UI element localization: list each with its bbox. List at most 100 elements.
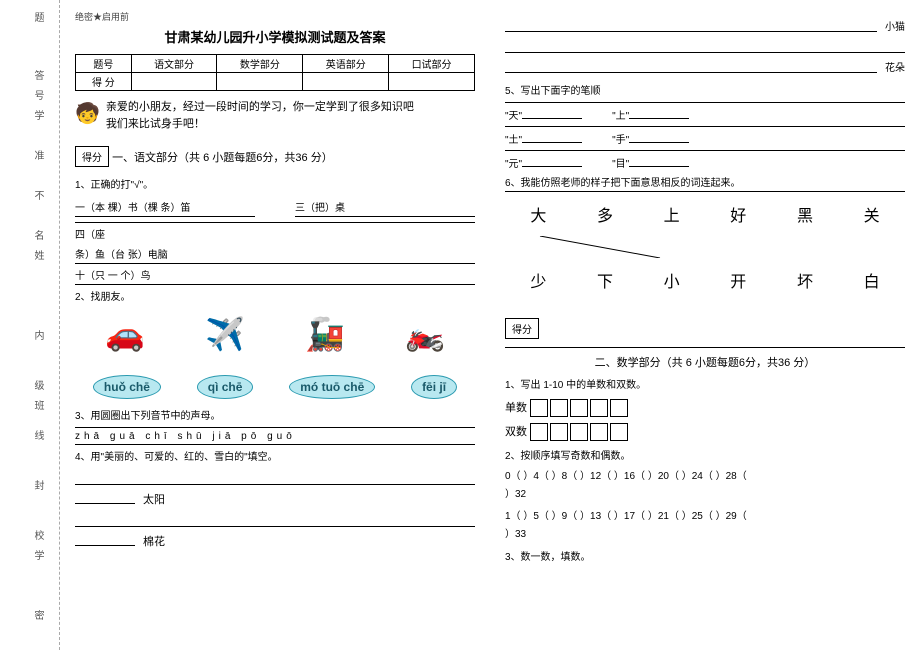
char: 少 xyxy=(530,268,546,292)
char: 黑 xyxy=(797,202,813,226)
row-label: 得 分 xyxy=(76,73,132,91)
score-box: 得分 xyxy=(505,318,539,339)
pinyin-bubble: mó tuō chē xyxy=(289,375,375,399)
stroke-blank xyxy=(522,157,582,167)
sequence-even: 0（ ）4（ ）8（ ）12（ ）16（ ）20（ ）24（ ）28（）32 xyxy=(505,468,905,504)
intro-line: 我们来比试身手吧！ xyxy=(106,116,414,133)
antonym-row-bottom: 少 下 小 开 坏 白 xyxy=(505,268,905,292)
stroke-blank xyxy=(629,157,689,167)
question-5: 5、写出下面字的笔顺 xyxy=(505,82,905,99)
score-box: 得分 xyxy=(75,146,109,167)
antonym-row-top: 大 多 上 好 黑 关 xyxy=(505,202,905,226)
motorcycle-icon: 🏍️ xyxy=(405,315,445,353)
question-s2-1: 1、写出 1-10 中的单数和双数。 xyxy=(505,376,905,393)
binding-gutter: 题 答 号 学 准 不 名 姓 内 级 班 线 封 校 学 密 xyxy=(0,0,60,650)
gutter-label: 学 xyxy=(30,110,45,120)
gutter-label: 线 xyxy=(30,430,45,440)
stroke-blank xyxy=(522,109,582,119)
col-header: 口试部分 xyxy=(389,55,475,73)
gutter-label: 准 xyxy=(30,150,45,160)
fill-label: 太阳 xyxy=(143,491,165,507)
stroke-char: "土" xyxy=(505,135,522,146)
question-1: 1、正确的打"√"。 xyxy=(75,176,475,193)
odd-label: 单数 xyxy=(505,402,527,414)
question-3: 3、用圆圈出下列音节中的声母。 xyxy=(75,407,475,424)
stroke-char: "元" xyxy=(505,159,522,170)
train-icon: 🚂 xyxy=(305,315,345,353)
q3-syllables: zhā guā chī shū jiā pō guō xyxy=(75,431,475,445)
gutter-label: 级 xyxy=(30,380,45,390)
gutter-label: 号 xyxy=(30,90,45,100)
score-cell xyxy=(389,73,475,91)
gutter-label: 不 xyxy=(30,190,45,200)
stroke-blank xyxy=(629,133,689,143)
gutter-label: 名 xyxy=(30,230,45,240)
pinyin-row: huǒ chē qì chē mó tuō chē fēi jī xyxy=(75,375,475,399)
q1-option: 四（座 xyxy=(75,226,475,243)
col-header: 题号 xyxy=(76,55,132,73)
col-header: 数学部分 xyxy=(217,55,303,73)
fill-blank xyxy=(505,20,877,32)
stroke-char: "目" xyxy=(612,159,629,170)
blank-line xyxy=(75,471,475,485)
stroke-char: "天" xyxy=(505,111,522,122)
char: 上 xyxy=(664,202,680,226)
stroke-char: "上" xyxy=(612,111,629,122)
score-cell xyxy=(303,73,389,91)
intro-block: 🧒 亲爱的小朋友，经过一段时间的学习，你一定学到了很多知识吧 我们来比试身手吧！ xyxy=(75,99,475,132)
gutter-label: 内 xyxy=(30,330,45,340)
even-label: 双数 xyxy=(505,426,527,438)
secret-label: 绝密★启用前 xyxy=(75,10,475,23)
gutter-label: 封 xyxy=(30,480,45,490)
gutter-label: 密 xyxy=(30,610,45,620)
fill-blank xyxy=(75,494,135,504)
plane-icon: ✈️ xyxy=(205,315,245,353)
stroke-char: "手" xyxy=(612,135,629,146)
stroke-blank xyxy=(629,109,689,119)
intro-line: 亲爱的小朋友，经过一段时间的学习，你一定学到了很多知识吧 xyxy=(106,99,414,116)
q1-option: 条）鱼（台 张）电脑 xyxy=(75,246,475,264)
fill-label: 棉花 xyxy=(143,533,165,549)
col-header: 英语部分 xyxy=(303,55,389,73)
gutter-label: 答 xyxy=(30,70,45,80)
char: 小 xyxy=(664,268,680,292)
table-row: 题号 语文部分 数学部分 英语部分 口试部分 xyxy=(76,55,475,73)
char: 坏 xyxy=(797,268,813,292)
char: 开 xyxy=(730,268,746,292)
char: 多 xyxy=(597,202,613,226)
even-boxes xyxy=(530,423,628,441)
odd-boxes xyxy=(530,399,628,417)
question-2: 2、找朋友。 xyxy=(75,288,475,305)
gutter-label: 姓 xyxy=(30,250,45,260)
child-icon: 🧒 xyxy=(75,99,100,129)
stroke-blank xyxy=(522,133,582,143)
q1-option: 三（把）桌 xyxy=(295,199,475,217)
question-6: 6、我能仿照老师的样子把下面意思相反的词连起来。 xyxy=(505,174,905,192)
gutter-label: 题 xyxy=(30,12,45,22)
blank-line xyxy=(75,513,475,527)
gutter-label: 校 xyxy=(30,530,45,540)
table-row: 得 分 xyxy=(76,73,475,91)
pinyin-bubble: fēi jī xyxy=(411,375,457,399)
left-column: 绝密★启用前 甘肃某幼儿园升小学模拟测试题及答案 题号 语文部分 数学部分 英语… xyxy=(60,0,490,650)
section-1-title: 一、语文部分（共 6 小题每题6分，共36 分） xyxy=(112,152,333,164)
score-cell xyxy=(217,73,303,91)
char: 白 xyxy=(864,268,880,292)
question-4: 4、用"美丽的、可爱的、红的、雪白的"填空。 xyxy=(75,448,475,465)
fill-blank xyxy=(505,61,877,73)
gutter-label: 班 xyxy=(30,400,45,410)
question-s2-2: 2、按顺序填写奇数和偶数。 xyxy=(505,447,905,464)
fill-label: 小猫 xyxy=(885,18,905,33)
char: 大 xyxy=(530,202,546,226)
pinyin-bubble: qì chē xyxy=(197,375,254,399)
char: 关 xyxy=(864,202,880,226)
col-header: 语文部分 xyxy=(131,55,217,73)
match-lines xyxy=(505,236,905,258)
car-icon: 🚗 xyxy=(105,315,145,353)
right-column: 小猫 花朵 5、写出下面字的笔顺 "天" "上" "土" "手" "元" "目"… xyxy=(490,0,920,650)
gutter-label: 学 xyxy=(30,550,45,560)
vehicle-row: 🚗 ✈️ 🚂 🏍️ xyxy=(75,315,475,353)
pinyin-bubble: huǒ chē xyxy=(93,375,161,399)
score-table: 题号 语文部分 数学部分 英语部分 口试部分 得 分 xyxy=(75,54,475,91)
fill-blank xyxy=(75,536,135,546)
